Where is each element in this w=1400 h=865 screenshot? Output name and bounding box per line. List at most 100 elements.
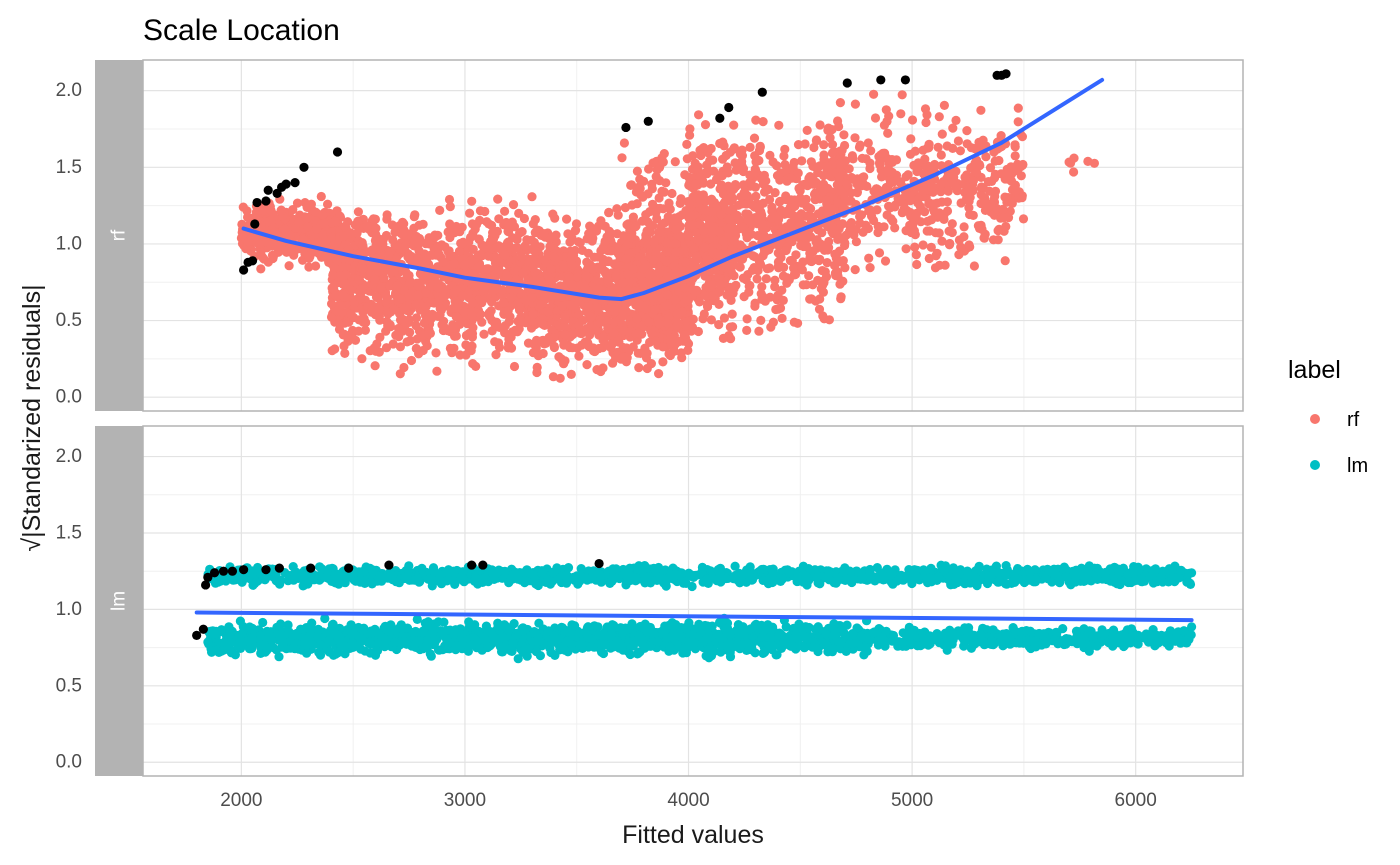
data-point [370,274,380,284]
data-point [565,237,575,247]
data-point [698,314,708,324]
data-point [618,311,628,321]
data-point [834,172,845,182]
data-point [754,155,764,166]
data-point [1003,168,1014,178]
data-point [685,199,695,209]
data-point [339,341,349,351]
data-point [779,151,789,161]
data-point [413,290,423,300]
data-point [886,214,896,224]
data-point [280,224,290,234]
data-point [430,232,440,242]
data-point [875,157,885,167]
data-point [411,343,421,354]
data-point [729,284,739,294]
data-point [789,317,799,327]
data-point [704,215,714,225]
data-point [311,207,321,217]
data-point [475,263,486,273]
data-point [455,319,465,329]
data-point [528,310,538,320]
data-point [778,295,788,305]
data-point [786,218,796,228]
facet-strip-label: rf [109,229,130,241]
data-point [340,348,350,358]
data-point [671,266,681,276]
data-point [391,330,401,340]
data-point [531,246,541,257]
data-point [1000,192,1010,202]
data-point [649,255,659,265]
outlier-point [1001,69,1011,79]
data-point [381,343,392,353]
data-point [414,220,424,230]
data-point [837,145,847,155]
data-point [830,249,840,259]
data-point [438,256,448,267]
data-point [572,272,582,282]
data-point [901,244,911,254]
data-point [822,161,832,172]
data-point [435,304,445,314]
data-point [911,250,921,260]
data-point [506,293,516,303]
data-point [770,282,780,292]
data-point [839,130,849,140]
data-point [964,240,974,250]
data-point [864,253,874,263]
data-point [780,246,791,256]
data-point [819,140,829,150]
data-point [729,236,740,246]
data-point [683,296,693,306]
data-point [537,337,547,347]
data-point [849,230,859,240]
data-point [942,206,953,216]
data-point [827,140,838,150]
data-point [880,256,891,266]
data-point [942,197,953,207]
data-point [677,353,687,363]
data-point [882,167,893,177]
data-point [445,202,455,212]
data-point [742,325,752,335]
data-point [268,253,278,264]
data-point [410,210,420,220]
data-point [702,160,712,170]
data-point [700,290,710,300]
data-point [346,228,356,238]
data-point [842,179,852,189]
data-point [619,326,629,336]
data-point [613,210,623,220]
data-point [628,212,639,222]
data-point [750,301,760,311]
data-point [906,134,916,144]
data-point [706,143,716,154]
data-point [658,357,668,367]
data-point [750,252,760,262]
data-point [352,228,362,238]
data-point [821,195,832,205]
data-point [896,177,906,187]
data-point [662,290,673,300]
data-point [716,210,726,220]
data-point [398,217,408,227]
data-point [518,268,528,278]
data-point [972,167,982,178]
data-point [983,202,993,213]
data-point [293,244,303,254]
data-point [445,219,455,229]
data-point [698,190,709,200]
data-point [650,305,660,315]
data-point [457,239,467,249]
data-point [401,305,411,315]
data-point [396,294,406,304]
data-point [471,281,481,291]
data-point [706,179,716,189]
data-point [303,222,313,232]
data-point [703,301,713,312]
data-point [527,192,537,202]
data-point [979,233,990,243]
data-point [583,248,594,258]
